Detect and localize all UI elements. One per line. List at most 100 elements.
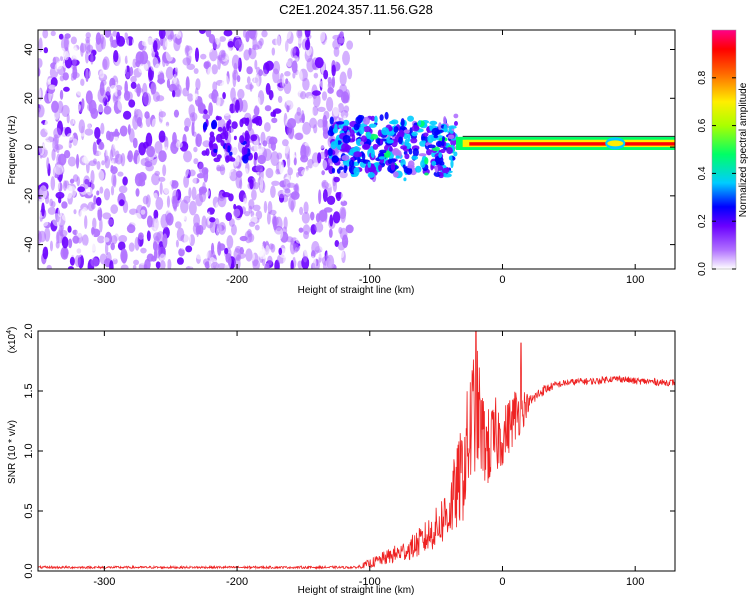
heatmap-cell bbox=[165, 66, 174, 80]
heatmap-cell bbox=[248, 48, 257, 60]
heatmap-cell bbox=[182, 162, 190, 178]
heatmap-cell bbox=[298, 245, 302, 256]
heatmap-cell bbox=[339, 71, 347, 87]
heatmap-cell bbox=[249, 99, 256, 111]
heatmap-cell bbox=[189, 221, 194, 227]
heatmap-cell bbox=[156, 95, 165, 102]
heatmap-cell bbox=[164, 125, 171, 132]
heatmap-cell bbox=[411, 125, 420, 132]
heatmap-cell bbox=[311, 140, 315, 153]
heatmap-cell bbox=[209, 217, 216, 223]
heatmap-cell bbox=[117, 98, 127, 111]
heatmap-cell bbox=[231, 121, 238, 130]
heatmap-cell bbox=[81, 244, 87, 253]
heatmap-cell bbox=[232, 72, 237, 88]
heatmap-cell bbox=[110, 165, 114, 172]
heatmap-cell bbox=[164, 39, 173, 49]
heatmap-cell bbox=[282, 226, 288, 235]
heatmap-cell bbox=[95, 196, 102, 206]
heatmap-cell bbox=[362, 116, 370, 125]
heatmap-cell bbox=[387, 131, 395, 136]
heatmap-cell bbox=[140, 209, 146, 215]
heatmap-cell bbox=[84, 215, 88, 230]
heatmap-cell bbox=[79, 43, 87, 53]
heatmap-cell bbox=[141, 173, 147, 181]
heatmap-cell bbox=[453, 121, 458, 126]
heatmap-cell bbox=[450, 159, 454, 169]
heatmap-cell bbox=[61, 213, 70, 221]
snr-y-axis-label: SNR (10 * v/v) bbox=[7, 420, 18, 484]
heatmap-cell bbox=[260, 131, 266, 145]
heatmap-cell bbox=[258, 58, 264, 68]
spectrogram-y-ticks: -40 -20 0 20 40 bbox=[23, 43, 675, 253]
heatmap-cell bbox=[215, 104, 222, 119]
heatmap-cell bbox=[61, 236, 69, 249]
heatmap-cell bbox=[318, 189, 322, 205]
heatmap-cell bbox=[327, 76, 333, 88]
heatmap-cell bbox=[270, 97, 278, 110]
snr-frame bbox=[37, 330, 676, 572]
heatmap-cell bbox=[429, 120, 438, 126]
heatmap-cell bbox=[148, 227, 156, 233]
heatmap-cell bbox=[146, 230, 151, 242]
heatmap-cell bbox=[322, 114, 328, 128]
heatmap-cell bbox=[174, 67, 179, 77]
heatmap-cell bbox=[256, 96, 261, 108]
heatmap-cell bbox=[299, 91, 307, 100]
spectrogram-y-tick-label: 0 bbox=[23, 144, 35, 150]
heatmap-cell bbox=[208, 102, 213, 116]
heatmap-cell bbox=[128, 99, 136, 108]
heatmap-cell bbox=[102, 212, 112, 220]
heatmap-cell bbox=[333, 46, 340, 57]
heatmap-cell bbox=[129, 66, 134, 76]
heatmap-cell bbox=[103, 105, 112, 115]
heatmap-cell bbox=[59, 89, 64, 100]
heatmap-cell bbox=[277, 95, 283, 104]
heatmap-cell bbox=[55, 241, 60, 249]
heatmap-cell bbox=[329, 116, 334, 125]
heatmap-cell bbox=[229, 151, 233, 156]
heatmap-cell bbox=[370, 163, 375, 172]
snr-plot-area bbox=[38, 331, 675, 571]
heatmap-cell bbox=[202, 41, 209, 53]
heatmap-cell bbox=[321, 181, 329, 190]
heatmap-cell bbox=[243, 197, 248, 208]
spectrogram-x-axis-label: Height of straight line (km) bbox=[298, 285, 415, 296]
heatmap-cell bbox=[98, 141, 105, 150]
heatmap-cell bbox=[249, 178, 254, 190]
heatmap-cell bbox=[38, 142, 45, 156]
heatmap-cell bbox=[359, 141, 365, 146]
heatmap-cell bbox=[51, 201, 56, 208]
heatmap-cell bbox=[207, 66, 213, 80]
heatmap-cell bbox=[268, 89, 274, 101]
heatmap-cell bbox=[411, 131, 418, 137]
spectrogram-y-tick-label: 40 bbox=[23, 43, 35, 55]
heatmap-cell bbox=[164, 160, 168, 168]
heatmap-cell bbox=[234, 99, 240, 113]
heatmap-cell bbox=[109, 260, 114, 269]
heatmap-cell bbox=[175, 151, 180, 167]
heatmap-cell bbox=[407, 133, 411, 143]
snr-x-ticks: -300 -200 -100 0 100 bbox=[93, 331, 644, 588]
heatmap-cell bbox=[342, 119, 350, 126]
heatmap-cell bbox=[145, 194, 151, 208]
heatmap-cell bbox=[239, 135, 245, 144]
heatmap-cell bbox=[377, 129, 383, 137]
heatmap-cell bbox=[180, 109, 185, 117]
heatmap-cell bbox=[183, 195, 191, 204]
heatmap-cell bbox=[331, 76, 336, 89]
heatmap-cell bbox=[126, 224, 136, 234]
heatmap-cell bbox=[112, 136, 119, 150]
heatmap-cell bbox=[313, 124, 318, 134]
heatmap-cell bbox=[250, 134, 258, 142]
heatmap-cell bbox=[93, 158, 97, 164]
heatmap-cell bbox=[182, 57, 191, 66]
heatmap-cell bbox=[257, 144, 265, 154]
heatmap-cell bbox=[249, 93, 256, 100]
heatmap-cell bbox=[202, 91, 207, 105]
heatmap-cell bbox=[441, 139, 445, 147]
heatmap-cell bbox=[231, 54, 240, 70]
heatmap-cell bbox=[311, 162, 320, 174]
heatmap-cell bbox=[170, 31, 174, 40]
heatmap-cell bbox=[222, 92, 226, 100]
